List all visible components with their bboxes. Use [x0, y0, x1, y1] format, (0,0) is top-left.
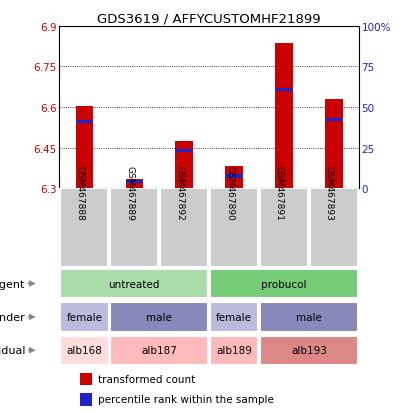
- Bar: [209, 336, 258, 365]
- Text: GSM467889: GSM467889: [125, 165, 134, 220]
- Bar: [80, 373, 92, 385]
- Text: GSM467892: GSM467892: [175, 165, 184, 220]
- Text: GSM467890: GSM467890: [225, 165, 234, 220]
- Bar: [225, 175, 242, 178]
- Text: alb193: alb193: [290, 345, 326, 355]
- Text: percentile rank within the sample: percentile rank within the sample: [98, 394, 274, 404]
- Bar: [175, 149, 192, 152]
- Bar: [160, 189, 208, 267]
- Bar: [259, 302, 357, 332]
- Text: GSM467891: GSM467891: [274, 165, 283, 220]
- Text: gender: gender: [0, 312, 25, 322]
- Text: GSM467888: GSM467888: [75, 165, 84, 220]
- Bar: [259, 336, 357, 365]
- Text: male: male: [146, 312, 172, 322]
- Bar: [225, 167, 242, 189]
- Bar: [259, 189, 307, 267]
- Text: alb187: alb187: [141, 345, 177, 355]
- Text: GSM467893: GSM467893: [324, 165, 333, 220]
- Text: female: female: [66, 312, 102, 322]
- Text: alb189: alb189: [216, 345, 252, 355]
- Text: female: female: [216, 312, 252, 322]
- Bar: [60, 189, 108, 267]
- Bar: [76, 121, 93, 124]
- Text: agent: agent: [0, 279, 25, 289]
- Title: GDS3619 / AFFYCUSTOMHF21899: GDS3619 / AFFYCUSTOMHF21899: [97, 13, 320, 26]
- Bar: [309, 189, 357, 267]
- Bar: [80, 393, 92, 406]
- Text: male: male: [295, 312, 321, 322]
- Bar: [324, 100, 342, 189]
- Bar: [324, 118, 342, 121]
- Bar: [274, 44, 292, 189]
- Text: individual: individual: [0, 345, 25, 355]
- Bar: [60, 336, 108, 365]
- Text: alb168: alb168: [66, 345, 102, 355]
- Bar: [60, 269, 208, 299]
- Bar: [110, 336, 208, 365]
- Text: probucol: probucol: [261, 279, 306, 289]
- Text: transformed count: transformed count: [98, 374, 195, 384]
- Bar: [274, 88, 292, 92]
- Bar: [76, 107, 93, 189]
- Bar: [209, 189, 257, 267]
- Bar: [125, 179, 143, 189]
- Bar: [175, 141, 192, 189]
- Bar: [60, 302, 108, 332]
- Bar: [209, 302, 258, 332]
- Bar: [125, 180, 143, 183]
- Text: untreated: untreated: [108, 279, 160, 289]
- Bar: [110, 302, 208, 332]
- Bar: [110, 189, 158, 267]
- Bar: [209, 269, 357, 299]
